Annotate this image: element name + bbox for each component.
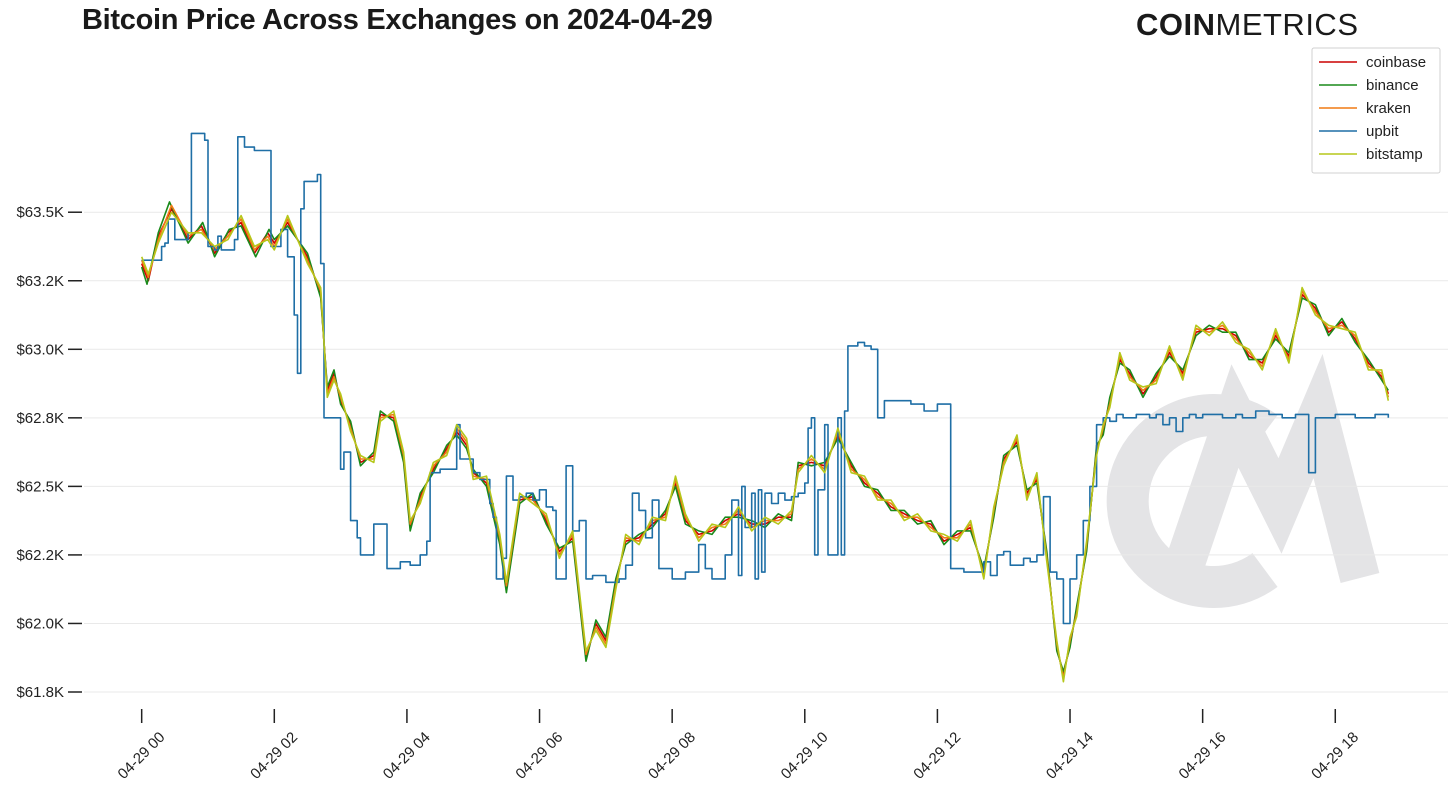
series-line-bitstamp (140, 211, 1390, 683)
legend: coinbase binance kraken upbit bitstamp (1311, 47, 1441, 174)
series-line-upbit (141, 132, 1390, 625)
y-tick-label: $63.2K (16, 273, 64, 290)
y-tick-label: $61.8K (16, 684, 64, 701)
legend-label-coinbase: coinbase (1366, 54, 1426, 71)
x-tick-label: 04-29 06 (512, 729, 566, 783)
legend-label-binance: binance (1366, 77, 1419, 94)
x-tick-label: 04-29 18 (1308, 729, 1362, 783)
grid-lines (84, 211, 1448, 693)
series-lines (140, 132, 1390, 683)
chart-title: Bitcoin Price Across Exchanges on 2024-0… (82, 4, 713, 36)
brand-logo-part1: COIN (1136, 7, 1216, 42)
y-tick-label: $62.8K (16, 410, 64, 427)
legend-label-bitstamp: bitstamp (1366, 146, 1423, 163)
legend-label-kraken: kraken (1366, 100, 1411, 117)
brand-logo: COINMETRICS (1136, 7, 1359, 43)
x-tick-label: 04-29 10 (778, 729, 832, 783)
x-tick-label: 04-29 02 (247, 729, 301, 783)
y-tick-label: $62.0K (16, 615, 64, 632)
y-tick-label: $62.2K (16, 547, 64, 564)
brand-logo-part2: METRICS (1215, 7, 1359, 42)
x-tick-label: 04-29 12 (910, 729, 964, 783)
x-tick-label: 04-29 04 (380, 729, 434, 783)
x-tick-label: 04-29 16 (1176, 729, 1230, 783)
x-axis: 04-29 00 04-29 02 04-29 04 04-29 06 04-29 08… (115, 709, 1362, 783)
x-tick-label: 04-29 14 (1043, 729, 1097, 783)
y-axis: $61.8K $62.0K $62.2K $62.5K $62.8K $63.0K $63.… (16, 204, 82, 701)
cm-watermark (1106, 353, 1380, 608)
y-tick-label: $63.0K (16, 341, 64, 358)
series-line-kraken (140, 204, 1390, 680)
legend-label-upbit: upbit (1366, 123, 1399, 140)
y-tick-label: $62.5K (16, 478, 64, 495)
legend-box (1311, 47, 1441, 174)
x-tick-label: 04-29 00 (115, 729, 169, 783)
y-tick-label: $63.5K (16, 204, 64, 221)
x-tick-label: 04-29 08 (645, 729, 699, 783)
